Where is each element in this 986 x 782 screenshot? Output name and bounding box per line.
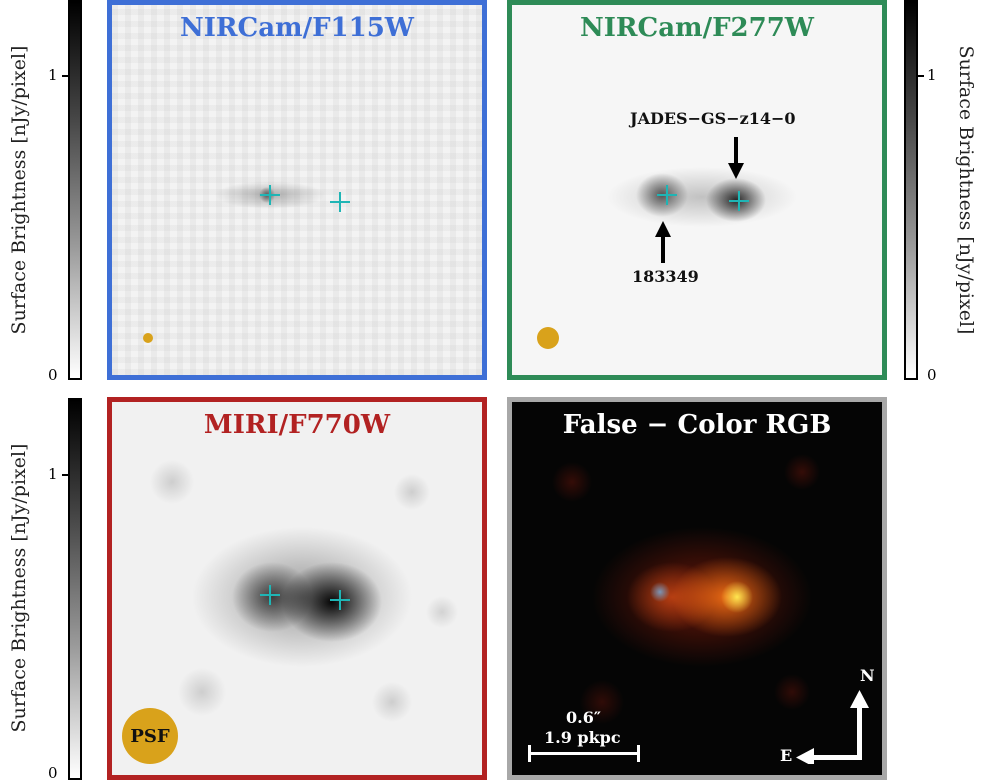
- psf-label: PSF: [130, 725, 170, 747]
- colorbar-tick-1: 1: [48, 465, 58, 483]
- panel-f770w: MIRI/F770W PSF: [107, 397, 487, 780]
- panel-title: NIRCam/F115W: [179, 13, 414, 43]
- colorbar-tick-0: 0: [48, 764, 58, 782]
- arrow-down-icon: [728, 137, 744, 179]
- colorbar-tick-1: 1: [927, 66, 937, 84]
- scalebar-distance: 1.9 pkpc: [544, 728, 621, 747]
- colorbar-tick-1: 1: [48, 66, 58, 84]
- source-marker-target: [330, 590, 350, 610]
- scalebar-line: [528, 752, 640, 755]
- label-neighbor: 183349: [632, 267, 699, 286]
- psf-circle: PSF: [122, 708, 178, 764]
- colorbar-tick-0: 0: [927, 366, 937, 384]
- source-marker-target: [330, 192, 350, 212]
- panel-rgb: False − Color RGB 0.6″ 1.9 pkpc N E: [507, 397, 887, 780]
- colorbar-tick-0: 0: [48, 366, 58, 384]
- label-target: JADES−GS−z14−0: [630, 109, 796, 128]
- source-marker-183349: [260, 585, 280, 605]
- panel-title: MIRI/F770W: [203, 410, 391, 440]
- scalebar-angle: 0.6″: [566, 708, 601, 727]
- colorbar-label-top-left: Surface Brightness [nJy/pixel]: [8, 45, 30, 335]
- arrow-up-icon: [655, 221, 671, 263]
- psf-circle: [537, 327, 559, 349]
- source-marker-target: [729, 191, 749, 211]
- panel-title: NIRCam/F277W: [579, 13, 814, 43]
- panel-title: False − Color RGB: [562, 410, 832, 440]
- source-marker-183349: [657, 185, 677, 205]
- colorbar-label-bottom-left: Surface Brightness [nJy/pixel]: [8, 443, 30, 733]
- compass-arrows-icon: [796, 690, 869, 764]
- compass-north-label: N: [860, 666, 875, 685]
- panel-f277w: NIRCam/F277W JADES−GS−z14−0 183349: [507, 0, 887, 380]
- panel-f115w: NIRCam/F115W: [107, 0, 487, 380]
- psf-circle: [143, 333, 153, 343]
- compass-east-label: E: [780, 746, 793, 765]
- colorbar-top-left: [68, 0, 82, 380]
- colorbar-bottom-left: [68, 398, 82, 780]
- source-marker-183349: [260, 185, 280, 205]
- colorbar-label-top-right: Surface Brightness [nJy/pixel]: [955, 45, 977, 335]
- colorbar-top-right: [904, 0, 918, 380]
